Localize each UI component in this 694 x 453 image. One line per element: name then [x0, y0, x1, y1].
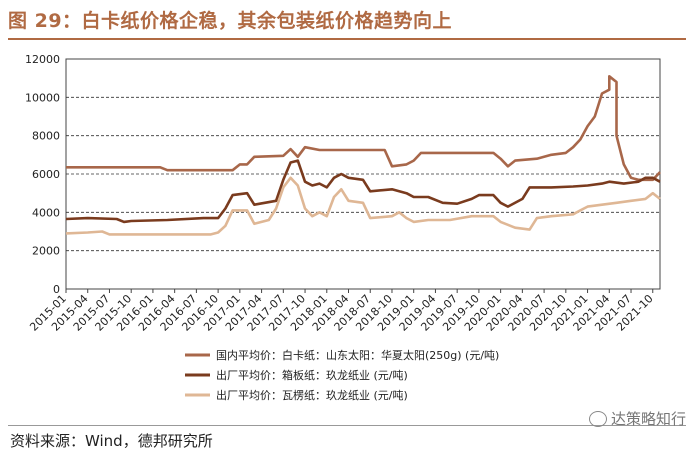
y-tick-label: 6000 — [32, 168, 60, 181]
y-tick-label: 12000 — [25, 53, 60, 66]
legend: 国内平均价：白卡纸：山东太阳：华夏太阳(250g) (元/吨) 出厂平均价：箱板纸… — [185, 348, 499, 402]
watermark: 达策略知行 — [588, 408, 686, 429]
y-tick-label: 8000 — [32, 130, 60, 143]
series-line-2 — [65, 159, 661, 224]
figure-title: 图 29：白卡纸价格企稳，其余包装纸价格趋势向上 — [8, 10, 453, 32]
legend-label-3: 出厂平均价：瓦楞纸：玖龙纸业 (元/吨) — [216, 388, 408, 402]
series-line-1 — [66, 75, 661, 182]
source-divider — [8, 425, 686, 426]
y-tick-label: 2000 — [32, 245, 60, 258]
y-tick-label: 10000 — [25, 91, 60, 104]
title-divider — [8, 38, 686, 40]
y-tick-label: 4000 — [32, 206, 60, 219]
price-line-chart: 0 2000 4000 6000 8000 10000 12000 2015-012015-… — [25, 53, 661, 402]
source-note: 资料来源：Wind，德邦研究所 — [10, 432, 213, 450]
wechat-icon — [588, 410, 607, 427]
y-axis: 0 2000 4000 6000 8000 10000 12000 — [25, 53, 60, 296]
series-line-3 — [65, 176, 661, 236]
legend-label-1: 国内平均价：白卡纸：山东太阳：华夏太阳(250g) (元/吨) — [216, 348, 499, 362]
y-tick-label: 0 — [53, 283, 60, 296]
watermark-text: 达策略知行 — [610, 410, 686, 428]
x-axis: 2015-012015-042015-072015-102016-012016-… — [27, 289, 656, 334]
grid-lines — [65, 58, 661, 290]
legend-label-2: 出厂平均价：箱板纸：玖龙纸业 (元/吨) — [216, 368, 408, 382]
series-lines — [65, 75, 661, 236]
